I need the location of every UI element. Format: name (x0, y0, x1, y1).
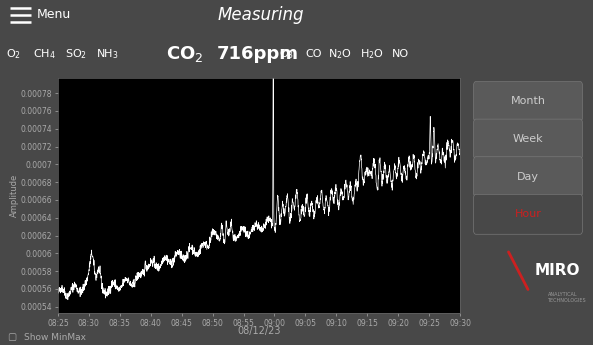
FancyBboxPatch shape (473, 119, 582, 159)
Text: 716ppm: 716ppm (216, 45, 298, 63)
Text: MIRO: MIRO (534, 263, 580, 278)
Text: ANALYTICAL
TECHNOLOGIES: ANALYTICAL TECHNOLOGIES (547, 292, 586, 303)
Text: H$_2$O: H$_2$O (360, 47, 384, 61)
Text: O$_2$: O$_2$ (6, 47, 21, 61)
FancyBboxPatch shape (473, 81, 582, 121)
Text: N$_2$O: N$_2$O (328, 47, 352, 61)
Text: Day: Day (517, 172, 539, 182)
Text: Show MinMax: Show MinMax (24, 333, 86, 342)
Text: NH$_3$: NH$_3$ (96, 47, 119, 61)
Text: Week: Week (513, 134, 543, 144)
Text: SO$_2$: SO$_2$ (65, 47, 87, 61)
Text: CO$_2$: CO$_2$ (166, 44, 203, 64)
Text: Menu: Menu (37, 9, 71, 21)
Text: Measuring: Measuring (218, 6, 304, 24)
Text: Month: Month (511, 97, 546, 107)
Text: CO: CO (305, 49, 322, 59)
Text: Hour: Hour (515, 209, 541, 219)
FancyBboxPatch shape (473, 194, 582, 234)
Text: CH$_4$: CH$_4$ (33, 47, 55, 61)
Text: O$_3$: O$_3$ (279, 47, 294, 61)
Text: ▢: ▢ (7, 332, 17, 342)
Text: 08/12/23: 08/12/23 (237, 326, 280, 336)
FancyBboxPatch shape (473, 157, 582, 197)
Y-axis label: Amplitude: Amplitude (11, 174, 20, 217)
Text: NO: NO (391, 49, 409, 59)
